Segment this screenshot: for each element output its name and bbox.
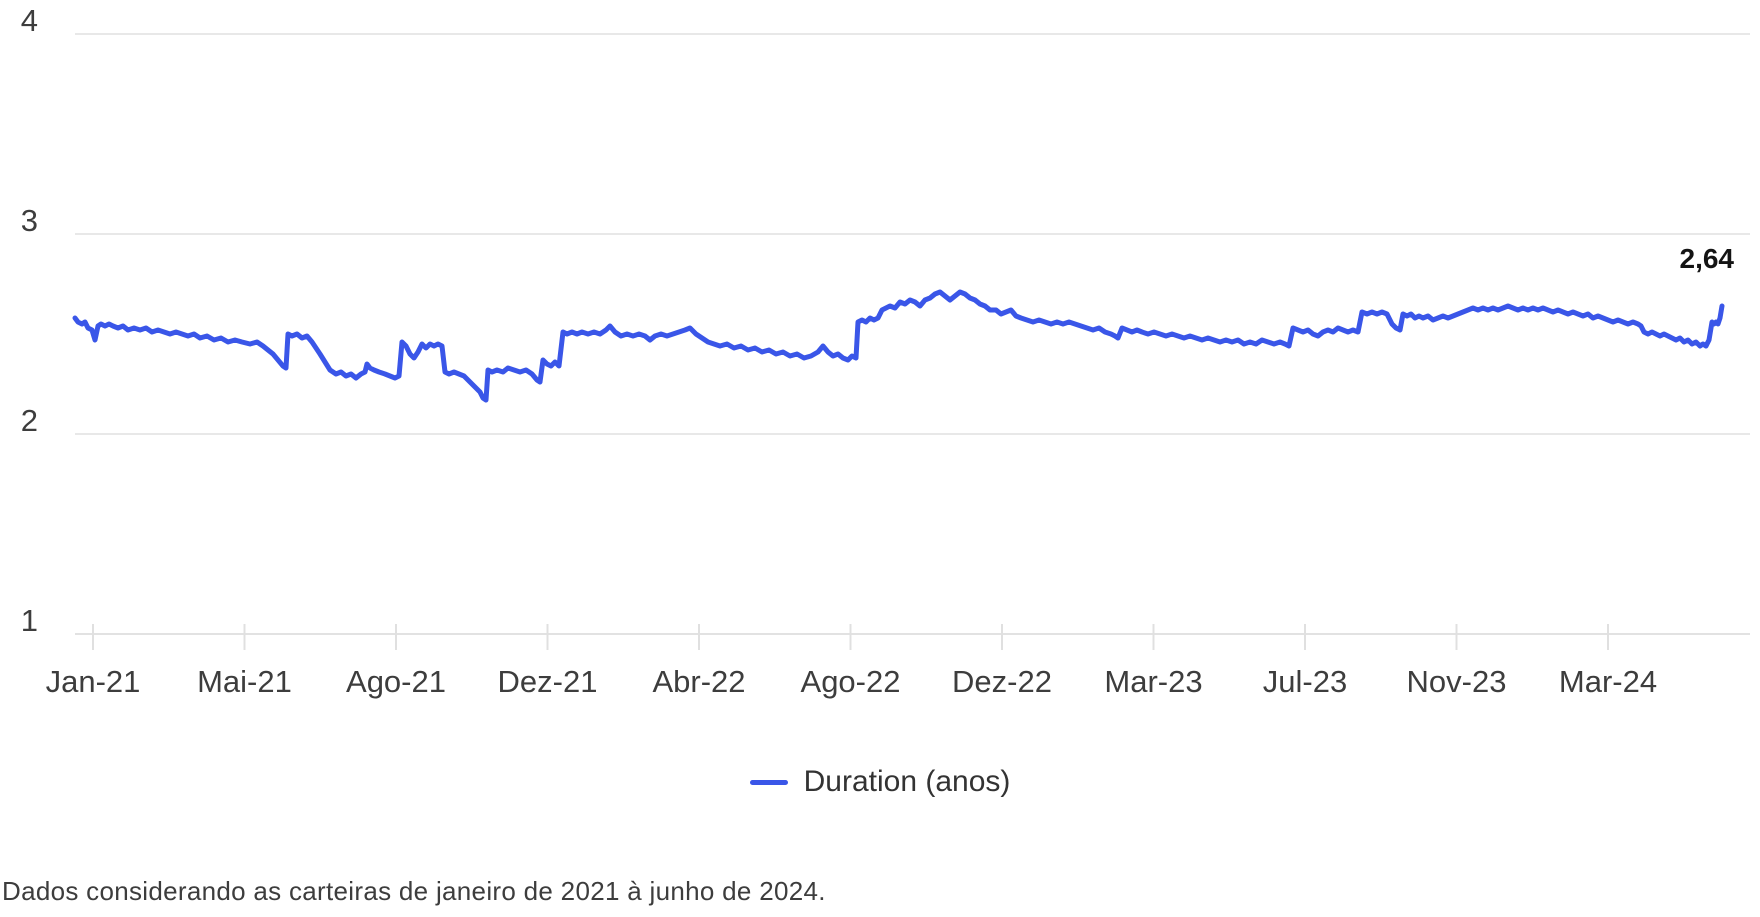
x-axis-tick-label: Dez-21 <box>498 664 598 699</box>
legend-line-swatch-icon <box>749 779 788 785</box>
last-value-label: 2,64 <box>1680 243 1735 274</box>
legend-label: Duration (anos) <box>803 765 1011 798</box>
x-axis-tick-label: Jul-23 <box>1263 664 1347 699</box>
x-axis-tick-label: Jan-21 <box>46 664 141 699</box>
y-axis-tick-label: 4 <box>21 3 38 38</box>
y-axis-tick-label: 1 <box>21 603 38 638</box>
x-axis-tick-label: Mai-21 <box>197 664 292 699</box>
x-axis-tick-label: Ago-22 <box>801 664 901 699</box>
x-axis-tick-label: Dez-22 <box>952 664 1052 699</box>
y-axis-tick-label: 2 <box>21 403 38 438</box>
series-line-duration--anos- <box>72 289 1725 403</box>
x-axis-tick-label: Abr-22 <box>652 664 745 699</box>
y-axis-tick-label: 3 <box>21 203 38 238</box>
x-axis-tick-label: Ago-21 <box>346 664 446 699</box>
x-axis-tick-label: Mar-24 <box>1559 664 1657 699</box>
x-axis-tick-label: Nov-23 <box>1407 664 1507 699</box>
chart-legend: Duration (anos) <box>0 752 1760 812</box>
x-axis-tick-label: Mar-23 <box>1104 664 1202 699</box>
chart-caption: Dados considerando as carteiras de janei… <box>2 876 826 906</box>
